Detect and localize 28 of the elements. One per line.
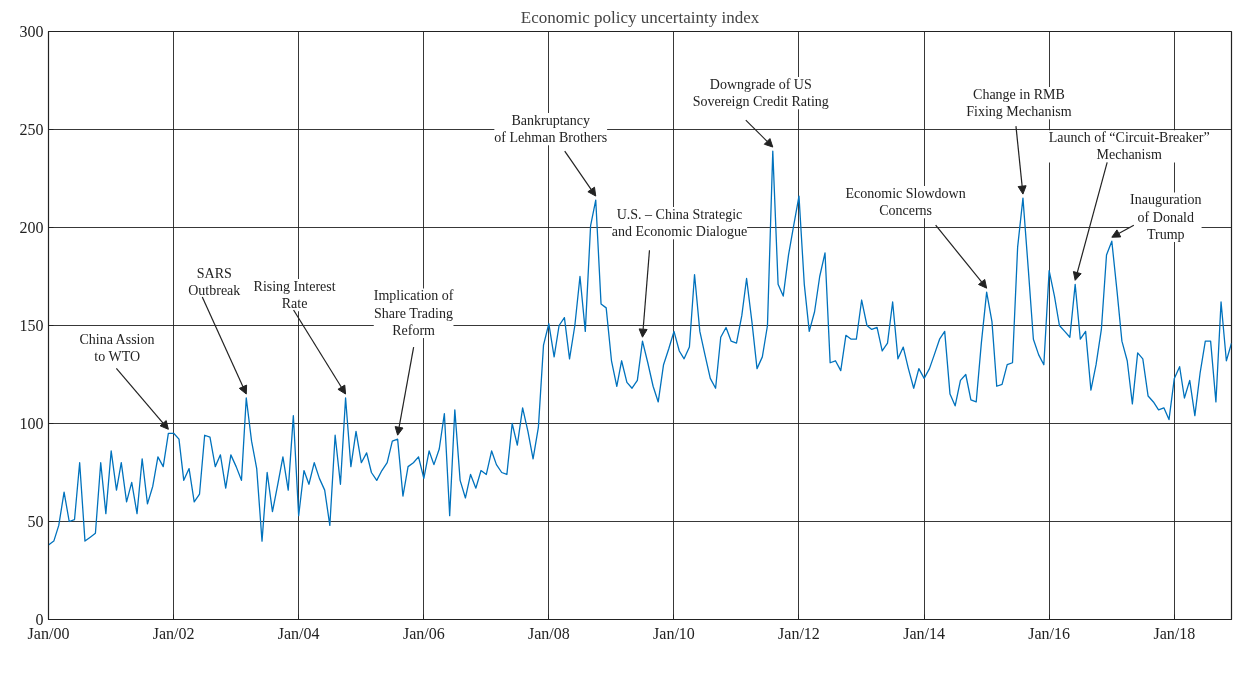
line-series — [48, 150, 1232, 546]
annotation: SARS Outbreak — [188, 265, 241, 299]
annotation: China Assion to WTO — [79, 332, 155, 365]
x-tick-label: Jan/02 — [152, 624, 195, 642]
annotation: Bankruptancy of Lehman Brothers — [494, 112, 608, 146]
annotation: Implication of Share Trading Reform — [373, 288, 454, 338]
x-tick-label: Jan/06 — [402, 624, 445, 642]
y-tick-label: 50 — [27, 513, 44, 530]
y-tick-label: 150 — [19, 317, 44, 334]
chart-title: Economic policy uncertainty index — [520, 7, 760, 27]
x-tick-label: Jan/08 — [527, 624, 570, 642]
annotation: Change in RMB Fixing Mechanism — [966, 86, 1072, 120]
annotation: Downgrade of US Sovereign Credit Rating — [692, 76, 829, 110]
x-tick-label: Jan/18 — [1153, 624, 1196, 642]
x-tick-label: Jan/10 — [653, 624, 695, 642]
annotation: Rising Interest Rate — [253, 278, 336, 312]
y-tick-label: 200 — [19, 219, 44, 236]
annotation: Economic Slowdown Concerns — [845, 186, 966, 219]
y-tick-label: 250 — [19, 121, 44, 138]
x-tick-label: Jan/04 — [277, 624, 320, 642]
x-tick-label: Jan/12 — [778, 624, 820, 642]
annotation: U.S. – China Strategic and Economic Dialogue — [611, 207, 748, 240]
y-tick-label: 300 — [19, 23, 44, 40]
x-tick-label: Jan/14 — [903, 624, 946, 642]
y-tick-label: 100 — [19, 415, 44, 432]
annotation: Launch of “Circuit-Breaker” Mechanism — [1048, 130, 1210, 163]
annotation: Inauguration of Donald Trump — [1130, 192, 1202, 242]
x-tick-label: Jan/16 — [1028, 624, 1071, 642]
